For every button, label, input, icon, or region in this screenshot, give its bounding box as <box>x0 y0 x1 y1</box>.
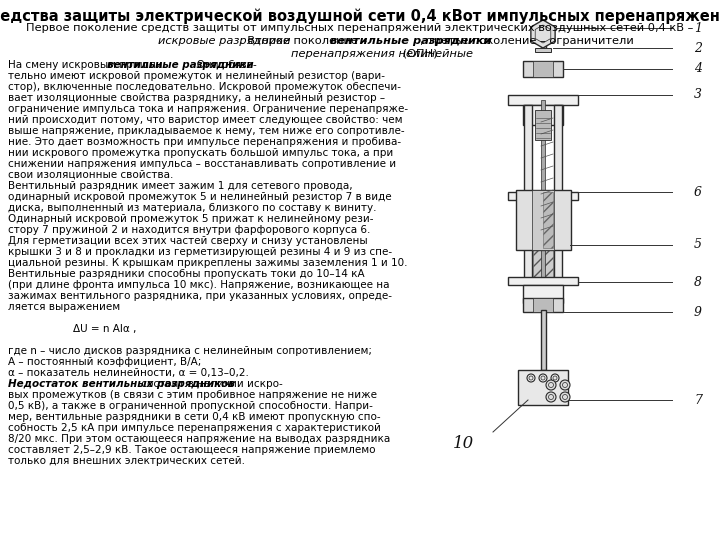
Bar <box>508 192 578 200</box>
Text: вентильные разрядники: вентильные разрядники <box>330 36 492 46</box>
Text: нии искрового промежутка пропускать большой импульс тока, а при: нии искрового промежутка пропускать боль… <box>8 148 393 158</box>
Text: выше напряжение, прикладываемое к нему, тем ниже его сопротивле-: выше напряжение, прикладываемое к нему, … <box>8 126 405 136</box>
Bar <box>543 192 553 248</box>
Text: (при длине фронта импульса 10 мкс). Напряжение, возникающее на: (при длине фронта импульса 10 мкс). Напр… <box>8 280 390 290</box>
Text: одинарный искровой промежуток 5 и нелинейный резистор 7 в виде: одинарный искровой промежуток 5 и нелине… <box>8 192 392 202</box>
Circle shape <box>546 392 556 402</box>
Bar <box>541 100 545 315</box>
Text: ΔU = n AIα ,: ΔU = n AIα , <box>8 324 136 334</box>
Bar <box>554 105 562 310</box>
Bar <box>535 48 551 52</box>
Text: искровые разрядники. Второе поколение – вентильные разрядники, третье поколение : искровые разрядники. Второе поколение – … <box>48 36 672 46</box>
Text: 5: 5 <box>694 239 702 252</box>
Text: составляет 2,5–2,9 кВ. Такое остающееся напряжение приемлемо: составляет 2,5–2,9 кВ. Такое остающееся … <box>8 445 376 455</box>
Text: . Второе поколение –: . Второе поколение – <box>240 36 371 46</box>
Text: . Они обяза-: . Они обяза- <box>189 60 256 70</box>
Bar <box>541 22 546 50</box>
Text: А – постоянный коэффициент, В/А;: А – постоянный коэффициент, В/А; <box>8 357 202 367</box>
Text: Вентильные разрядники способны пропускать токи до 10–14 кА: Вентильные разрядники способны пропускат… <box>8 269 364 279</box>
Text: собность 2,5 кА при импульсе перенапряжения с характеристикой: собность 2,5 кА при импульсе перенапряже… <box>8 423 381 433</box>
Text: ний происходит потому, что варистор имеет следующее свойство: чем: ний происходит потому, что варистор имее… <box>8 115 402 125</box>
Text: 2: 2 <box>694 42 702 55</box>
Text: снижении напряжения импульса – восстанавливать сопротивление и: снижении напряжения импульса – восстанав… <box>8 159 396 169</box>
Text: ограничение импульса тока и напряжения. Ограничение перенапряже-: ограничение импульса тока и напряжения. … <box>8 104 408 114</box>
Text: 9: 9 <box>694 306 702 319</box>
Text: Одинарный искровой промежуток 5 прижат к нелинейному рези-: Одинарный искровой промежуток 5 прижат к… <box>8 214 374 224</box>
Circle shape <box>546 380 556 390</box>
Bar <box>524 105 532 310</box>
Bar <box>532 190 554 250</box>
Text: Недостаток вентильных разрядников: Недостаток вентильных разрядников <box>8 379 235 389</box>
Text: циальной резины. К крышкам прикреплены зажимы заземления 1 и 10.: циальной резины. К крышкам прикреплены з… <box>8 258 408 268</box>
Text: Вентильный разрядник имеет зажим 1 для сетевого провода,: Вентильный разрядник имеет зажим 1 для с… <box>8 181 353 191</box>
Text: перенапряжения нелинейные: перенапряжения нелинейные <box>291 49 473 59</box>
Bar <box>523 285 563 303</box>
Bar <box>518 370 568 405</box>
Text: 3: 3 <box>694 89 702 102</box>
Text: α – показатель нелинейности, α = 0,13–0,2.: α – показатель нелинейности, α = 0,13–0,… <box>8 368 249 378</box>
Text: искровые разрядники: искровые разрядники <box>158 36 290 46</box>
Text: 8/20 мкс. При этом остающееся напряжение на выводах разрядника: 8/20 мкс. При этом остающееся напряжение… <box>8 434 390 444</box>
Text: , третье поколение – ограничители: , третье поколение – ограничители <box>420 36 634 46</box>
Text: Для герметизации всех этих частей сверху и снизу установлены: Для герметизации всех этих частей сверху… <box>8 236 368 246</box>
Text: тельно имеют искровой промежуток и нелинейный резистор (вари-: тельно имеют искровой промежуток и нелин… <box>8 71 385 81</box>
Bar <box>533 61 553 77</box>
Bar <box>508 95 578 105</box>
Text: мер, вентильные разрядники в сети 0,4 кВ имеют пропускную спо-: мер, вентильные разрядники в сети 0,4 кВ… <box>8 412 381 422</box>
Text: вых промежутков (в связи с этим пробивное напряжение не ниже: вых промежутков (в связи с этим пробивно… <box>8 390 377 400</box>
Bar <box>535 110 551 140</box>
Text: крышки 3 и 8 и прокладки из герметизирующей резины 4 и 9 из спе-: крышки 3 и 8 и прокладки из герметизирую… <box>8 247 392 257</box>
Bar <box>508 277 578 285</box>
Text: состоит в наличии искро-: состоит в наличии искро- <box>138 379 283 389</box>
Text: 7: 7 <box>694 394 702 407</box>
Circle shape <box>560 380 570 390</box>
Text: 1: 1 <box>694 22 702 35</box>
Circle shape <box>560 392 570 402</box>
Text: стор), включенные последовательно. Искровой промежуток обеспечи-: стор), включенные последовательно. Искро… <box>8 82 401 92</box>
Text: (ОПН).: (ОПН). <box>399 49 441 59</box>
Bar <box>533 230 553 305</box>
Text: стору 7 пружиной 2 и находится внутри фарфорового корпуса 6.: стору 7 пружиной 2 и находится внутри фа… <box>8 225 370 235</box>
Text: 10: 10 <box>452 435 474 451</box>
Text: вает изоляционные свойства разряднику, а нелинейный резистор –: вает изоляционные свойства разряднику, а… <box>8 93 385 103</box>
Bar <box>541 310 546 370</box>
Text: свои изоляционные свойства.: свои изоляционные свойства. <box>8 170 174 180</box>
Text: где n – число дисков разрядника с нелинейным сопротивлением;: где n – число дисков разрядника с нелине… <box>8 346 372 356</box>
Text: ние. Это дает возможность при импульсе перенапряжения и пробива-: ние. Это дает возможность при импульсе п… <box>8 137 401 147</box>
Text: диска, выполненный из материала, близкого по составу к виниту.: диска, выполненный из материала, близког… <box>8 203 377 213</box>
Text: Первое поколение средств защиты от импульсных перенапряжений электрических возду: Первое поколение средств защиты от импул… <box>27 23 693 33</box>
Bar <box>523 298 563 312</box>
Bar <box>516 190 570 250</box>
Text: только для внешних электрических сетей.: только для внешних электрических сетей. <box>8 456 245 466</box>
Bar <box>533 298 553 312</box>
Text: Средства защиты электрической воздушной сети 0,4 кВот импульсных перенапряжений: Средства защиты электрической воздушной … <box>0 9 720 24</box>
Text: 8: 8 <box>694 275 702 288</box>
Bar <box>523 105 563 125</box>
Text: вентильные разрядники: вентильные разрядники <box>107 60 253 70</box>
Text: 0,5 кВ), а также в ограниченной пропускной способности. Напри-: 0,5 кВ), а также в ограниченной пропускн… <box>8 401 373 411</box>
Polygon shape <box>531 20 555 48</box>
Bar <box>523 61 563 77</box>
Text: 6: 6 <box>694 186 702 199</box>
Text: зажимах вентильного разрядника, при указанных условиях, опреде-: зажимах вентильного разрядника, при указ… <box>8 291 392 301</box>
Text: На смену искровым пришли: На смену искровым пришли <box>8 60 166 70</box>
Text: 4: 4 <box>694 63 702 76</box>
Text: ляется выражением: ляется выражением <box>8 302 120 312</box>
